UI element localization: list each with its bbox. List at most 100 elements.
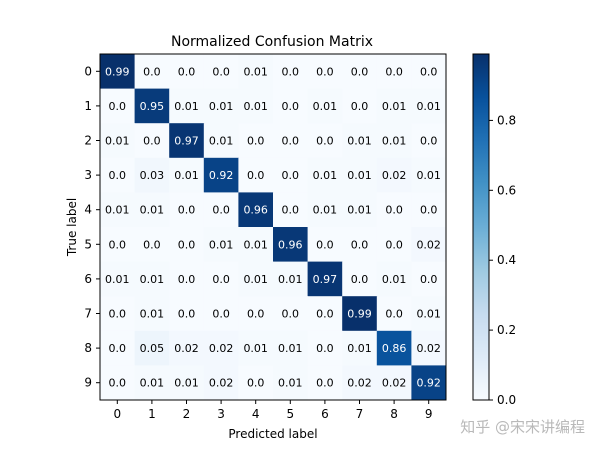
heatmap-cell-label: 0.0 xyxy=(109,308,127,321)
heatmap-cell-label: 0.01 xyxy=(174,169,199,182)
heatmap-cell xyxy=(376,157,412,193)
y-tick-label: 5 xyxy=(84,237,92,251)
heatmap-cell-label: 0.02 xyxy=(382,169,407,182)
heatmap-cell xyxy=(307,227,343,263)
heatmap-cell-label: 0.0 xyxy=(212,65,230,78)
heatmap-cell xyxy=(307,365,343,401)
heatmap-cell-label: 0.05 xyxy=(140,342,165,355)
x-tick-label: 2 xyxy=(183,407,191,421)
y-tick-label: 8 xyxy=(84,341,92,355)
heatmap-cell xyxy=(134,261,170,297)
x-tick-label: 9 xyxy=(425,407,433,421)
heatmap-cell xyxy=(273,330,309,366)
x-tick-label: 7 xyxy=(356,407,364,421)
y-tick-label: 3 xyxy=(84,168,92,182)
heatmap-cell xyxy=(134,330,170,366)
heatmap-cell xyxy=(169,157,205,193)
colorbar-tick-label: 0.6 xyxy=(497,183,516,197)
heatmap-cell xyxy=(342,261,378,297)
heatmap-cell-label: 0.01 xyxy=(140,377,165,390)
heatmap-cell xyxy=(273,54,309,90)
heatmap-cell-label: 0.0 xyxy=(178,65,196,78)
heatmap-cell xyxy=(203,192,239,228)
heatmap-cell xyxy=(238,157,274,193)
heatmap-cell-label: 0.01 xyxy=(209,238,234,251)
heatmap-cell xyxy=(169,296,205,332)
heatmap-cell-label: 0.0 xyxy=(247,377,265,390)
heatmap-cell xyxy=(342,88,378,124)
y-axis-label: True label xyxy=(65,198,79,257)
heatmap-cell xyxy=(411,157,447,193)
x-tick-label: 8 xyxy=(390,407,398,421)
heatmap-cells xyxy=(100,54,447,401)
plot-frame xyxy=(99,53,447,401)
heatmap-cell xyxy=(273,296,309,332)
heatmap-cell xyxy=(169,54,205,90)
heatmap-cell-label: 0.0 xyxy=(109,377,127,390)
watermark-text: 知乎 @宋宋讲编程 xyxy=(460,418,585,436)
y-tick-label: 0 xyxy=(84,64,92,78)
heatmap-cell-label: 0.0 xyxy=(178,238,196,251)
heatmap-cell xyxy=(273,123,309,159)
heatmap-cell-label: 0.02 xyxy=(209,377,234,390)
colorbar-tick-label: 0.0 xyxy=(497,393,516,407)
heatmap-cell-label: 0.0 xyxy=(143,65,161,78)
heatmap-cell xyxy=(134,157,170,193)
heatmap-cell-label: 0.01 xyxy=(174,377,199,390)
heatmap-cell xyxy=(411,123,447,159)
y-tick-label: 2 xyxy=(84,134,92,148)
heatmap-cell-label: 0.01 xyxy=(105,273,130,286)
colorbar xyxy=(472,53,490,401)
colorbar-tick-label: 0.4 xyxy=(497,253,516,267)
heatmap-cell xyxy=(273,192,309,228)
heatmap-cell xyxy=(376,88,412,124)
heatmap-cell-label: 0.01 xyxy=(278,377,303,390)
heatmap-cell xyxy=(307,123,343,159)
heatmap-cell xyxy=(100,88,136,124)
heatmap-cell xyxy=(238,54,274,90)
heatmap-cell xyxy=(307,296,343,332)
heatmap-cell xyxy=(169,88,205,124)
heatmap-cell xyxy=(238,365,274,401)
heatmap-cell-label: 0.0 xyxy=(420,273,438,286)
heatmap-cell xyxy=(100,192,136,228)
heatmap-cell-label: 0.86 xyxy=(382,342,407,355)
heatmap-cell xyxy=(100,54,136,90)
heatmap-cell xyxy=(342,365,378,401)
y-tick-label: 7 xyxy=(84,307,92,321)
heatmap-cell xyxy=(238,261,274,297)
heatmap-cell-label: 0.0 xyxy=(178,308,196,321)
heatmap-cell xyxy=(169,227,205,263)
heatmap-cell xyxy=(169,192,205,228)
heatmap-cell-label: 0.0 xyxy=(351,238,369,251)
heatmap-cell-label: 0.0 xyxy=(143,238,161,251)
heatmap-cell xyxy=(342,123,378,159)
heatmap-cell xyxy=(203,365,239,401)
heatmap-cell-label: 0.0 xyxy=(109,169,127,182)
heatmap-cell xyxy=(238,123,274,159)
y-tick-label: 4 xyxy=(84,203,92,217)
chart-title: Normalized Confusion Matrix xyxy=(171,34,373,50)
heatmap-cell xyxy=(238,296,274,332)
heatmap-cell-label: 0.01 xyxy=(209,135,234,148)
heatmap-cell-label: 0.0 xyxy=(143,135,161,148)
x-axis-ticks: 0 1 2 3 4 5 6 7 8 9 xyxy=(113,400,433,421)
heatmap-cell-label: 0.92 xyxy=(209,169,234,182)
heatmap-cell-label: 0.0 xyxy=(316,238,334,251)
heatmap-cell-label: 0.02 xyxy=(416,342,441,355)
heatmap-cell-label: 0.01 xyxy=(278,342,303,355)
heatmap-cell-label: 0.01 xyxy=(382,100,407,113)
heatmap-cell-label: 0.0 xyxy=(420,204,438,217)
heatmap-cell-label: 0.0 xyxy=(282,169,300,182)
heatmap-cell-label: 0.0 xyxy=(351,273,369,286)
heatmap-cell xyxy=(169,261,205,297)
heatmap-cell xyxy=(169,330,205,366)
heatmap-cell-label: 0.01 xyxy=(313,100,338,113)
heatmap-cell xyxy=(376,296,412,332)
x-tick-label: 3 xyxy=(217,407,225,421)
heatmap-cell xyxy=(411,227,447,263)
colorbar-tick-label: 0.2 xyxy=(497,323,516,337)
heatmap-cell-label: 0.0 xyxy=(420,65,438,78)
heatmap-cell xyxy=(342,296,378,332)
